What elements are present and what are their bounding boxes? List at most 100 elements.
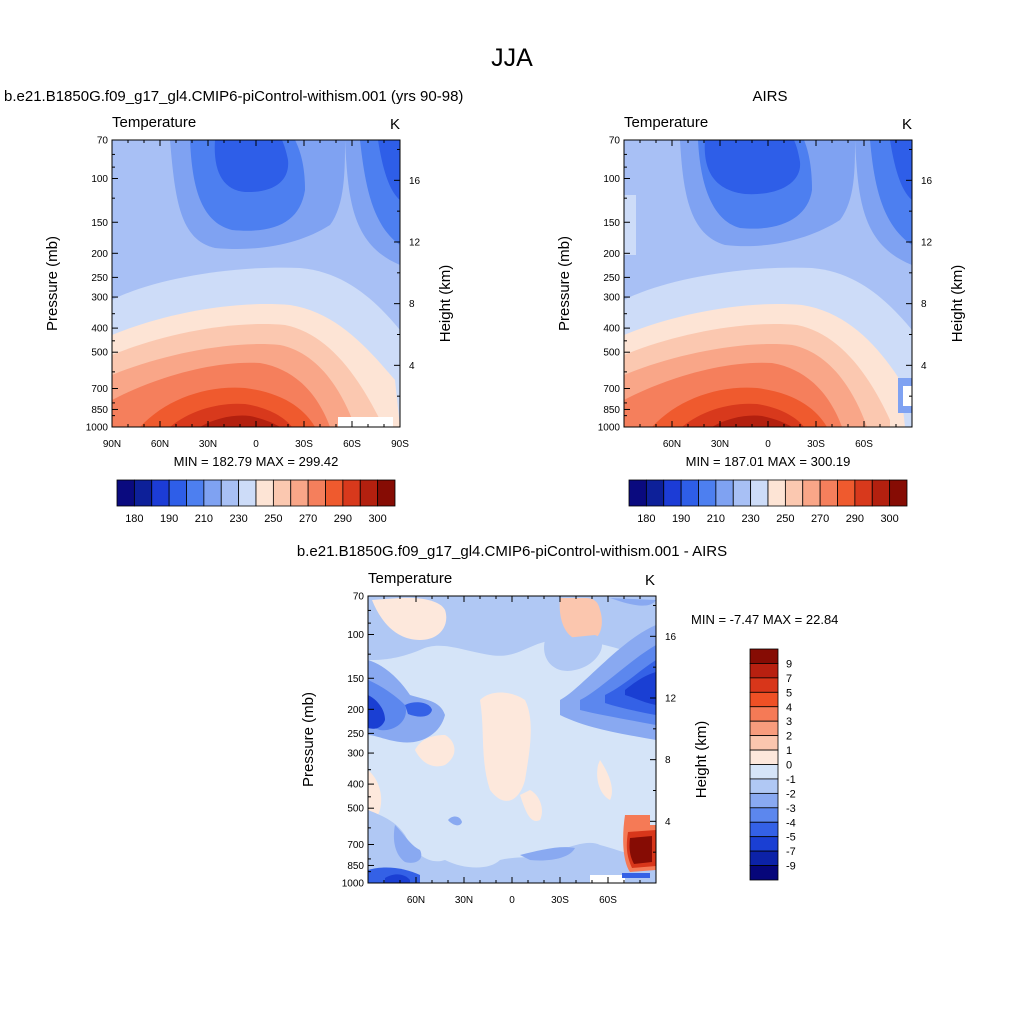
colorbar-label: 190 xyxy=(672,513,690,525)
panel-airs-minmax: MIN = 187.01 MAX = 300.19 xyxy=(685,454,851,469)
latitude-tick-label: 60S xyxy=(343,439,361,450)
panel-diff-minmax: MIN = -7.47 MAX = 22.84 xyxy=(691,612,839,627)
diff-colorbar-box xyxy=(749,807,779,823)
height-axis-label: Height (km) xyxy=(693,721,710,799)
colorbar-box xyxy=(645,479,665,507)
latitude-tick-label: 30S xyxy=(551,895,569,906)
colorbar-box xyxy=(255,479,274,507)
pressure-tick-label: 150 xyxy=(603,218,620,229)
colorbar-label: 290 xyxy=(334,513,352,525)
height-tick-label: 4 xyxy=(921,361,927,372)
colorbar-box xyxy=(680,479,699,507)
pressure-tick-label: 200 xyxy=(347,705,364,716)
pressure-tick-label: 200 xyxy=(91,249,108,260)
diff-colorbar-label: 5 xyxy=(786,687,792,699)
latitude-tick-label: 90S xyxy=(391,439,409,450)
panel-model-title: b.e21.B1850G.f09_g17_gl4.CMIP6-piControl… xyxy=(4,88,464,105)
colorbar-label: 250 xyxy=(264,513,282,525)
diff-colorbar-box xyxy=(749,648,779,664)
colorbar-box xyxy=(698,479,717,507)
panel-model-minmax: MIN = 182.79 MAX = 299.42 xyxy=(173,454,339,469)
height-tick-label: 4 xyxy=(665,817,671,828)
pressure-tick-label: 100 xyxy=(603,174,620,185)
colorbar-label: 290 xyxy=(846,513,864,525)
colorbar-box xyxy=(238,479,257,507)
pressure-tick-label: 1000 xyxy=(342,879,365,890)
pressure-tick-label: 1000 xyxy=(598,423,621,434)
pressure-tick-label: 250 xyxy=(347,729,364,740)
pressure-tick-label: 700 xyxy=(603,384,620,395)
pressure-tick-label: 850 xyxy=(603,405,620,416)
main-title: JJA xyxy=(491,44,533,72)
colorbar-box xyxy=(889,479,908,507)
diff-colorbar-label: 1 xyxy=(786,745,792,757)
latitude-tick-label: 30S xyxy=(807,439,825,450)
pressure-axis-label: Pressure (mb) xyxy=(44,236,61,331)
height-tick-label: 8 xyxy=(921,299,927,310)
diff-colorbar-label: 9 xyxy=(786,658,792,670)
colorbar-label: 230 xyxy=(741,513,759,525)
latitude-tick-label: 60S xyxy=(855,439,873,450)
panel-airs-contour-field xyxy=(624,140,912,427)
pressure-tick-label: 250 xyxy=(91,273,108,284)
latitude-tick-label: 30N xyxy=(455,895,473,906)
pressure-tick-label: 700 xyxy=(347,840,364,851)
panel-model-units-label: K xyxy=(390,116,401,133)
colorbar-box xyxy=(342,479,361,507)
pressure-tick-label: 70 xyxy=(609,136,621,147)
colorbar-box xyxy=(750,479,769,507)
pressure-axis-label: Pressure (mb) xyxy=(300,692,317,787)
colorbar-box xyxy=(628,479,647,507)
pressure-tick-label: 400 xyxy=(91,324,108,335)
pressure-tick-label: 400 xyxy=(347,780,364,791)
pressure-tick-label: 850 xyxy=(347,861,364,872)
panel-airs-title: AIRS xyxy=(752,88,788,105)
diff-colorbar-box xyxy=(749,706,779,722)
diff-colorbar-label: 0 xyxy=(786,760,792,772)
colorbar-box xyxy=(307,479,326,507)
latitude-tick-label: 90N xyxy=(103,439,121,450)
colorbar-box xyxy=(854,479,873,507)
pressure-tick-label: 250 xyxy=(603,273,620,284)
diff-colorbar-label: -9 xyxy=(786,861,796,873)
colorbar-box xyxy=(186,479,205,507)
height-tick-label: 16 xyxy=(921,176,933,187)
diff-colorbar-label: 2 xyxy=(786,731,792,743)
diff-colorbar-label: -3 xyxy=(786,803,796,815)
colorbar-box xyxy=(203,479,222,507)
pressure-tick-label: 300 xyxy=(347,749,364,760)
colorbar-box xyxy=(290,479,309,507)
colorbar-box xyxy=(663,479,682,507)
height-tick-label: 8 xyxy=(665,755,671,766)
diff-colorbar-label: -5 xyxy=(786,832,796,844)
latitude-tick-label: 30S xyxy=(295,439,313,450)
diff-colorbar-box xyxy=(749,764,779,780)
latitude-tick-label: 0 xyxy=(765,439,771,450)
colorbar-label: 250 xyxy=(776,513,794,525)
pressure-tick-label: 850 xyxy=(91,405,108,416)
colorbar-box xyxy=(168,479,187,507)
height-tick-label: 16 xyxy=(409,176,421,187)
colorbar-box xyxy=(133,479,153,507)
height-tick-label: 12 xyxy=(409,237,421,248)
diff-colorbar-box xyxy=(749,735,779,751)
pressure-tick-label: 700 xyxy=(91,384,108,395)
height-tick-label: 12 xyxy=(921,237,933,248)
diff-colorbar-box xyxy=(749,850,779,866)
colorbar-label: 210 xyxy=(195,513,213,525)
pressure-tick-label: 150 xyxy=(347,674,364,685)
pressure-tick-label: 200 xyxy=(603,249,620,260)
latitude-tick-label: 30N xyxy=(711,439,729,450)
diff-colorbar-label: -2 xyxy=(786,788,796,800)
pressure-tick-label: 70 xyxy=(353,592,365,603)
colorbar-box xyxy=(359,479,379,507)
colorbar-box xyxy=(220,479,240,507)
latitude-tick-label: 0 xyxy=(509,895,515,906)
height-tick-label: 16 xyxy=(665,632,677,643)
height-tick-label: 8 xyxy=(409,299,415,310)
diff-colorbar-box xyxy=(749,677,779,693)
panel-diff-contour-field xyxy=(368,596,656,883)
colorbar-box xyxy=(767,479,786,507)
latitude-tick-label: 60N xyxy=(407,895,425,906)
height-tick-label: 4 xyxy=(409,361,415,372)
